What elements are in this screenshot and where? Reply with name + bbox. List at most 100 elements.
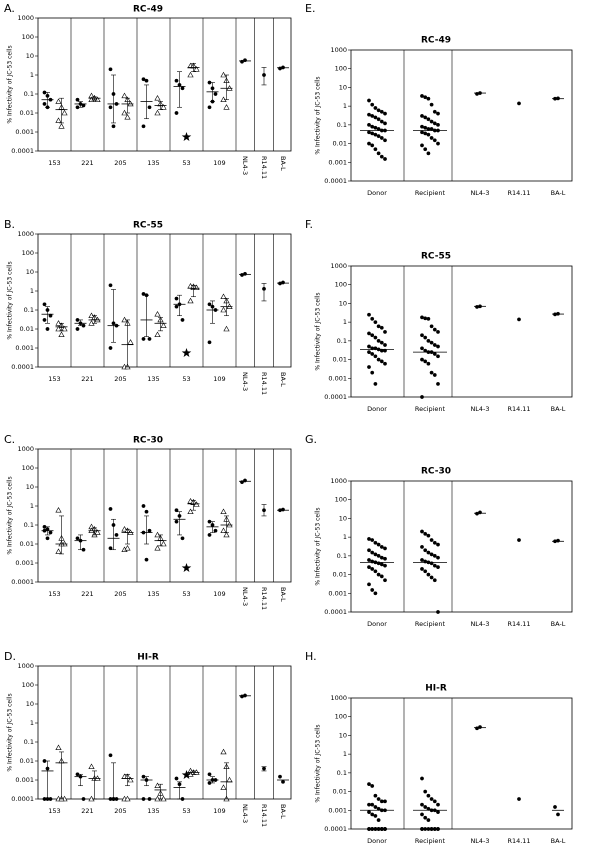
panel-label: H. xyxy=(305,650,317,663)
y-tick-label: 10 xyxy=(26,52,34,60)
dot-point xyxy=(423,569,428,574)
dot-point xyxy=(370,143,375,148)
dot-point xyxy=(420,114,424,118)
dot-point xyxy=(108,105,113,110)
dot-point xyxy=(423,531,428,536)
dot-point xyxy=(370,588,375,592)
dot-point xyxy=(429,119,434,124)
dot-point xyxy=(373,125,378,130)
dot-point xyxy=(174,111,179,115)
dot-point xyxy=(517,797,521,801)
dot-point xyxy=(174,776,179,781)
dot-point xyxy=(426,151,431,156)
dot-point xyxy=(373,569,378,574)
triangle-point xyxy=(58,123,65,129)
dot-point xyxy=(432,563,437,568)
dot-point xyxy=(213,92,218,96)
dot-point xyxy=(426,316,431,321)
dot-point xyxy=(383,348,387,353)
y-tick-label: 1000 xyxy=(17,445,34,453)
triangle-point xyxy=(160,540,167,547)
dot-point xyxy=(379,340,384,345)
x-tick-label: 109 xyxy=(213,590,225,598)
dot-point xyxy=(556,812,560,817)
dot-point xyxy=(141,77,146,82)
dot-point xyxy=(423,815,428,820)
y-tick-label: 10 xyxy=(339,731,347,739)
x-tick-label: 205 xyxy=(114,807,126,815)
x-tick-label: BA-L xyxy=(279,587,287,602)
dot-point xyxy=(429,575,434,580)
y-axis-label: % Infectivity of JC-53 cells xyxy=(315,724,322,802)
dot-point xyxy=(367,312,371,317)
panel: A. RC-49 % Infectivity of JC-53 cells 0.000… xyxy=(4,2,292,179)
y-axis-label: % Infectivity of JC-53 cells xyxy=(315,292,322,370)
chart-title: RC-30 xyxy=(421,467,451,477)
dot-point xyxy=(379,562,384,567)
dot-point xyxy=(420,567,424,571)
dot-point xyxy=(436,565,440,570)
triangle-point xyxy=(124,795,131,802)
dot-point xyxy=(376,324,381,329)
dot-point xyxy=(383,578,387,583)
dot-point xyxy=(75,536,80,541)
y-tick-label: 100 xyxy=(335,281,347,289)
dot-point xyxy=(556,538,560,543)
dot-point xyxy=(373,132,378,137)
y-tick-label: 0.1 xyxy=(24,521,34,529)
dot-point xyxy=(423,147,428,152)
y-tick-label: 100 xyxy=(335,713,347,721)
dot-point xyxy=(367,331,371,336)
y-tick-label: 0.0001 xyxy=(11,363,34,371)
triangle-point xyxy=(220,508,227,515)
dot-point xyxy=(281,779,285,784)
triangle-point xyxy=(193,66,200,72)
y-tick-label: 0.01 xyxy=(20,540,34,548)
dot-point xyxy=(367,344,371,349)
dot-point xyxy=(367,782,371,787)
dot-point xyxy=(370,333,375,338)
dot-point xyxy=(383,343,387,347)
y-tick-label: 1000 xyxy=(330,262,347,270)
dot-point xyxy=(370,370,375,375)
x-tick-label: 109 xyxy=(213,807,225,815)
dot-point xyxy=(432,343,437,347)
y-tick-label: 0.0001 xyxy=(11,578,34,586)
dot-point xyxy=(174,519,179,524)
dot-point xyxy=(420,776,424,781)
dot-point xyxy=(383,546,387,551)
dot-point xyxy=(383,556,387,561)
triangle-point xyxy=(223,325,230,332)
x-tick-label: BA-L xyxy=(551,189,566,197)
dot-point xyxy=(379,799,384,804)
dot-point xyxy=(436,354,440,359)
plot-frame xyxy=(350,265,573,398)
dot-point xyxy=(45,327,50,331)
dot-point xyxy=(426,818,431,822)
dot-point xyxy=(367,810,371,814)
dot-point xyxy=(383,827,387,831)
x-tick-label: R14.11 xyxy=(507,837,530,845)
y-tick-label: 1 xyxy=(343,318,347,326)
dot-point xyxy=(436,344,440,349)
dot-point xyxy=(376,827,381,831)
dot-point xyxy=(81,797,86,801)
dot-point xyxy=(423,359,428,364)
dot-point xyxy=(147,528,152,533)
x-tick-label: BA-L xyxy=(551,620,566,628)
dot-point xyxy=(373,814,378,818)
dot-point xyxy=(436,330,440,334)
dot-point xyxy=(207,302,212,307)
chart-title: RC-55 xyxy=(133,221,163,231)
plot-frame xyxy=(37,233,292,368)
dot-point xyxy=(376,357,381,362)
x-tick-label: BA-L xyxy=(551,837,566,845)
triangle-point xyxy=(226,776,233,783)
panel-label: B. xyxy=(4,218,15,231)
dot-point xyxy=(420,812,424,817)
dot-point xyxy=(517,317,521,322)
triangle-point xyxy=(187,508,194,515)
chart-title: RC-30 xyxy=(133,436,163,446)
y-tick-label: 1 xyxy=(343,102,347,110)
dot-point xyxy=(383,121,387,126)
